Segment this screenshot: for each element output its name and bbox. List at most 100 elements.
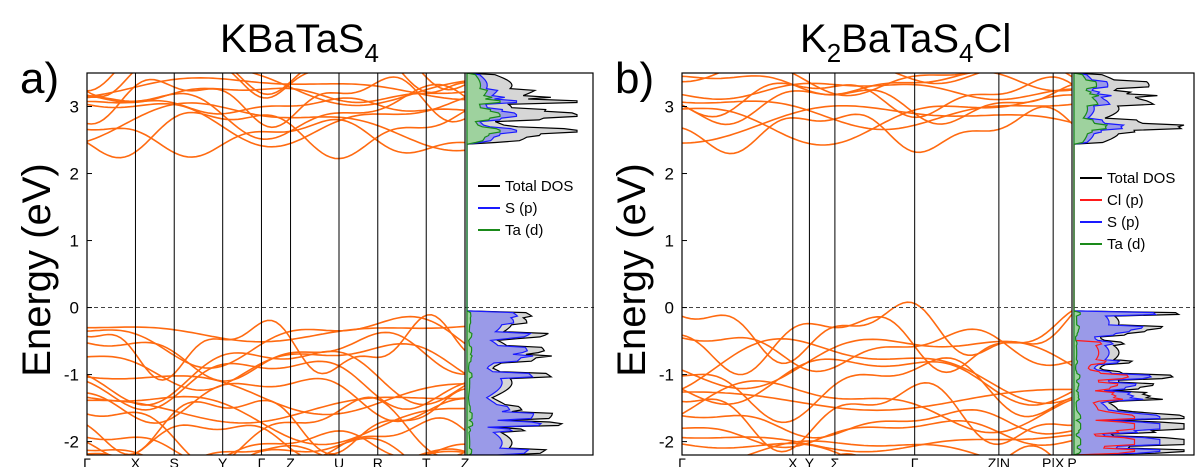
valence-band-line [87,313,466,381]
valence-band-line [682,357,1073,424]
kpoint-label: Σ [831,455,840,467]
title-b-tail: Cl [973,17,1011,61]
valence-band-line [87,315,466,369]
conduction-band-line [682,105,1073,144]
y-tick-label: 1 [665,232,674,251]
ylabel-a: Energy (eV) [15,163,59,376]
conduction-band-line [87,76,466,101]
title-a-sub: 4 [365,38,379,68]
valence-band-line [416,448,466,455]
conduction-band-line [87,96,466,148]
conduction-band-line [682,73,982,85]
valence-band-line [87,417,466,455]
kpoint-label: Γ [911,455,919,467]
plot-frame [681,72,1195,456]
valence-band-line [745,440,982,455]
kpoint-label: X [131,455,141,467]
conduction-band-line [790,73,1073,97]
title-b-main: K [800,17,827,61]
y-tick-label: -2 [64,433,79,452]
conduction-band-line [682,73,1073,96]
conduction-band-line [87,87,466,104]
kpoint-label: U [334,455,344,467]
valence-band-line [682,388,1072,412]
ylabel-b: Energy (eV) [610,163,654,376]
y-tick-label: 3 [70,98,79,117]
panel-a: Γ X S Y Γ Z U R T Z -2 -1 0 1 2 3 Total DOS S (p) Ta (d) [64,72,594,471]
title-b: K2BaTaS4Cl [800,17,1011,68]
band-lines [682,73,1073,455]
kpoint-label: T [422,455,431,467]
valence-band-line [682,380,1073,434]
kpoint-label: P [1067,455,1076,467]
conduction-band-line [87,76,466,129]
valence-band-line [682,434,1073,453]
valence-band-line [87,342,466,392]
y-tick-label: 1 [70,232,79,251]
conduction-band-line [682,82,1073,101]
valence-band-line [87,437,406,455]
valence-band-line [87,443,466,455]
kpoint-label: R [373,455,383,467]
title-b-mid: BaTaS [841,17,959,61]
conduction-band-line [87,73,466,99]
kpoint-label: Z|N [988,455,1010,467]
title-b-sub2: 4 [959,38,973,68]
valence-band-line [682,442,844,455]
panel-b: Γ X Y Σ Γ Z|N P|X P -2 -1 0 1 2 3 Total DOS Cl (p) S (p)… [659,72,1195,471]
kpoint-label: Γ [258,455,266,467]
legend-entry: Ta (d) [1107,236,1145,253]
dos-panel [466,73,578,455]
valence-band-line [87,360,466,411]
y-tick-label: 0 [665,299,674,318]
conduction-band-line [682,100,1073,131]
kpoint-label: Z [286,455,295,467]
valence-band-line [87,396,466,424]
valence-band-line [87,395,465,446]
y-tick-label: 0 [70,299,79,318]
legend-entry: S (p) [1107,214,1140,231]
kpoint-label: S [170,455,179,467]
y-tick-label: -1 [659,366,674,385]
kpoint-label: X [788,455,798,467]
valence-band-line [87,396,466,455]
title-a: KBaTaS4 [220,17,379,68]
valence-band-line [87,325,466,343]
legend-entry: Cl (p) [1107,192,1144,209]
valence-band-line [682,381,1072,453]
kpoint-label: Z [461,455,470,467]
kpoint-label: Γ [678,455,686,467]
y-tick-label: 2 [665,165,674,184]
legend-entry: Ta (d) [505,222,543,239]
ta-d-dos-curve [1073,73,1109,455]
plot-frame [86,72,594,456]
ta-d-dos-curve [466,73,501,455]
conduction-band-line [682,76,1073,119]
y-tick-label: -1 [64,366,79,385]
title-b-sub: 2 [827,38,841,68]
valence-band-line [682,328,1073,373]
conduction-band-line [87,73,466,96]
kpoint-label: P|X [1042,455,1065,467]
y-tick-label: 2 [70,165,79,184]
y-tick-label: -2 [659,433,674,452]
valence-band-line [682,408,1073,439]
conduction-band-line [87,118,466,158]
conduction-band-line [682,83,1073,126]
conduction-band-line [682,106,1073,155]
conduction-band-line [87,83,466,141]
valence-band-line [682,338,1073,390]
title-a-main: KBaTaS [220,17,365,61]
valence-band-line [682,337,1073,405]
valence-band-line [835,444,1052,455]
panel-letter-b: b) [615,54,654,103]
valence-band-line [87,430,466,455]
panel-letter-a: a) [20,54,59,103]
band-lines [87,73,466,455]
valence-band-line [682,310,1073,376]
dos-panel [1073,73,1185,455]
y-tick-label: 3 [665,98,674,117]
legend-entry: S (p) [505,200,538,217]
kpoint-label: Γ [83,455,91,467]
